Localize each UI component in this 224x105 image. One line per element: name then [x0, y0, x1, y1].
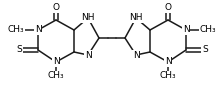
Text: N: N	[165, 58, 171, 66]
Text: NH: NH	[81, 14, 95, 22]
Text: CH₃: CH₃	[7, 26, 24, 35]
Text: O: O	[164, 3, 172, 12]
Text: N: N	[183, 26, 189, 35]
Text: CH₃: CH₃	[160, 72, 176, 81]
Text: CH₃: CH₃	[200, 26, 217, 35]
Text: N: N	[53, 58, 59, 66]
Text: N: N	[85, 51, 91, 60]
Text: S: S	[202, 45, 208, 54]
Text: S: S	[16, 45, 22, 54]
Text: NH: NH	[129, 14, 143, 22]
Text: N: N	[35, 26, 41, 35]
Text: N: N	[133, 51, 139, 60]
Text: CH₃: CH₃	[48, 72, 64, 81]
Text: O: O	[52, 3, 60, 12]
